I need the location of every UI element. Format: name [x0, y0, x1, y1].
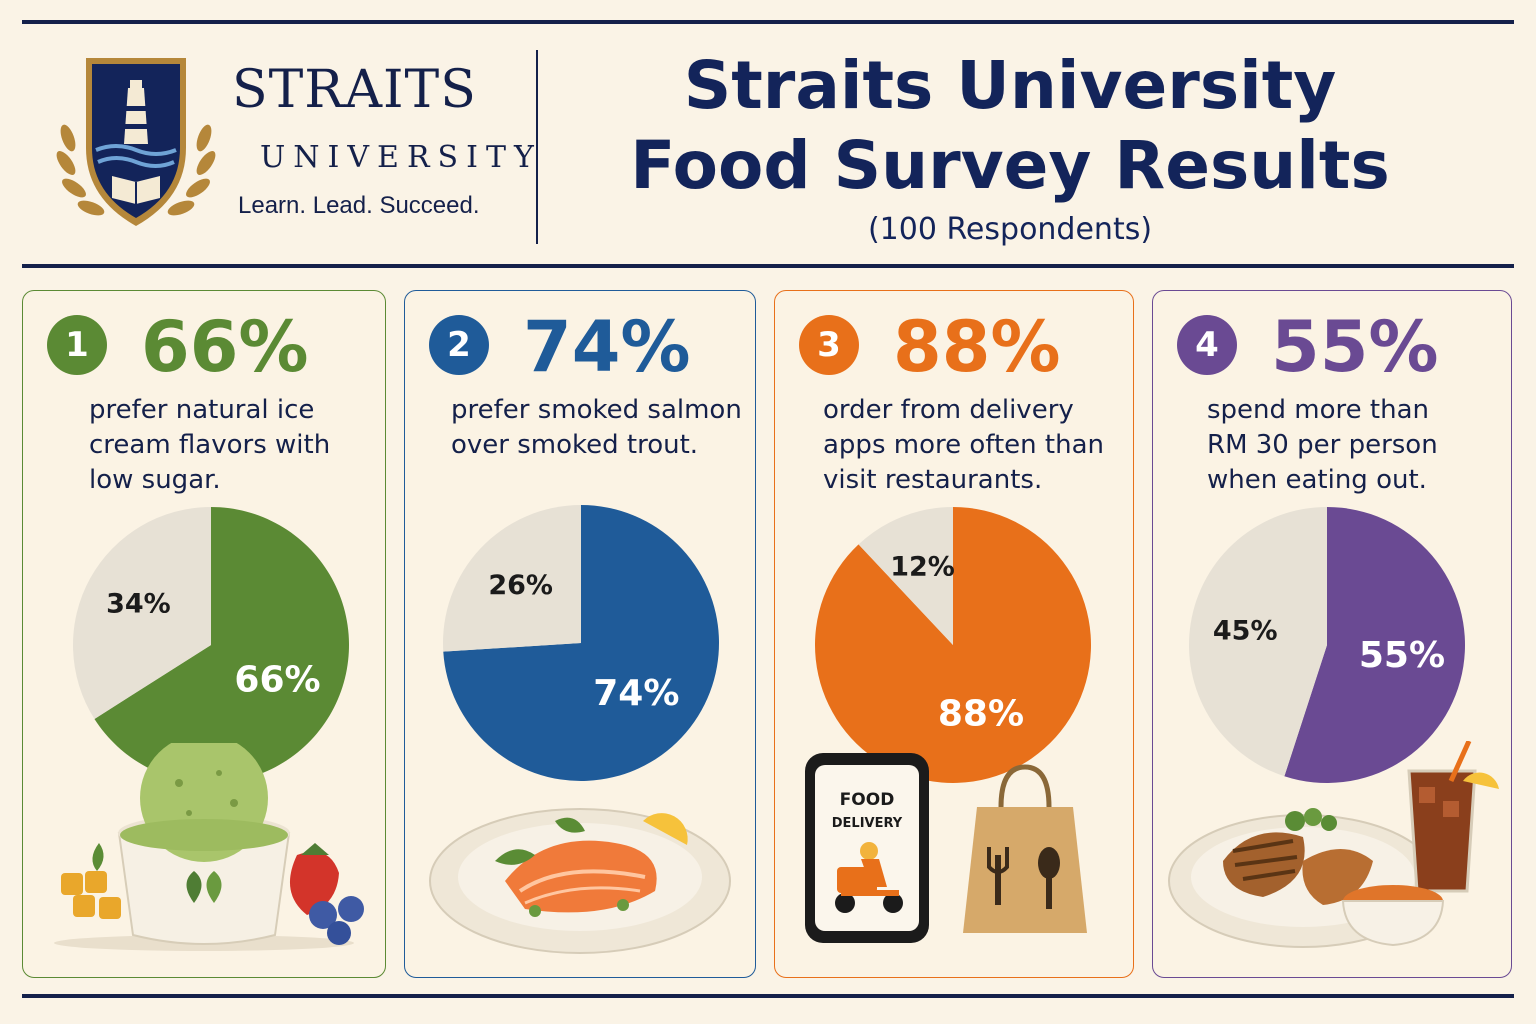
card-description-line: prefer natural ice: [89, 395, 315, 425]
card-description-line: cream flavors with: [89, 430, 331, 460]
scooter-icon: [835, 842, 903, 913]
card-headline-percent: 88%: [893, 306, 1061, 388]
stat-card-4: 4 55% spend more than RM 30 per person w…: [1152, 290, 1512, 978]
stat-card-1: 1 66% prefer natural ice cream flavors w…: [22, 290, 386, 978]
card-description: prefer natural ice cream flavors with lo…: [89, 393, 385, 498]
stat-card-2: 2 74% prefer smoked salmon over smoked t…: [404, 290, 756, 978]
card-number-badge: 3: [799, 315, 859, 375]
pie-slice: [1284, 507, 1465, 783]
page-title-line-2: Food Survey Results: [630, 127, 1390, 204]
brand-subtitle: UNIVERSITY: [260, 140, 542, 175]
open-book-icon: [112, 176, 160, 204]
middle-rule: [22, 264, 1514, 268]
university-crest-icon: [56, 58, 216, 226]
phone-delivery-text: DELIVERY: [832, 816, 903, 831]
pie-slice-label: 66%: [234, 660, 320, 701]
pie-slice: [443, 505, 581, 652]
page-subtitle: (100 Respondents): [867, 212, 1153, 247]
pie-slice: [443, 505, 719, 781]
card-description-line: spend more than: [1207, 395, 1429, 425]
delivery-illustration: FOOD DELIVERY: [805, 753, 1087, 943]
card-description-line: when eating out.: [1207, 465, 1427, 495]
card-headline-percent: 74%: [523, 306, 691, 388]
pie-chart: 66% 34%: [73, 507, 349, 783]
card-description-line: low sugar.: [89, 465, 221, 495]
card-description-line: over smoked trout.: [451, 430, 699, 460]
card-description-line: apps more often than: [823, 430, 1104, 460]
pie-chart: 74% 26%: [443, 505, 719, 781]
card-description-line: prefer smoked salmon: [451, 395, 742, 425]
title-block: Straits University Food Survey Results (…: [560, 46, 1460, 247]
pie-slice-label: 55%: [1359, 635, 1445, 676]
card-description-line: visit restaurants.: [823, 465, 1043, 495]
card-description: order from delivery apps more often than…: [823, 393, 1123, 498]
pie-chart: 88% 12%: [815, 507, 1091, 783]
card-headline-percent: 66%: [141, 306, 309, 388]
card-headline-percent: 55%: [1271, 306, 1439, 388]
pie-slice-label: 45%: [1213, 616, 1278, 647]
brand-tagline: Learn. Lead. Succeed.: [238, 192, 480, 219]
page-title-line-1: Straits University: [683, 47, 1337, 124]
card-number-badge: 2: [429, 315, 489, 375]
brand-name: STRAITS: [232, 60, 477, 120]
card-number-badge: 4: [1177, 315, 1237, 375]
top-rule: [22, 20, 1514, 24]
card-description: prefer smoked salmon over smoked trout.: [451, 393, 751, 463]
ice-cream-icon: [54, 743, 364, 951]
pie-slice: [858, 507, 953, 645]
card-description: spend more than RM 30 per person when ea…: [1207, 393, 1507, 498]
pie-slice-label: 74%: [593, 673, 679, 714]
pie-chart: 55% 45%: [1189, 507, 1465, 783]
pie-slice: [1189, 507, 1327, 777]
card-number-badge: 1: [47, 315, 107, 375]
pie-slice-label: 26%: [488, 570, 553, 601]
phone-food-text: FOOD: [840, 790, 895, 810]
card-description-line: order from delivery: [823, 395, 1074, 425]
grilled-meal-icon: [1168, 741, 1499, 948]
header-divider: [536, 50, 538, 244]
paper-bag-icon: [963, 764, 1087, 933]
stat-card-3: 3 88% order from delivery apps more ofte…: [774, 290, 1134, 978]
bottom-rule: [22, 994, 1514, 998]
pie-slice-label: 34%: [106, 589, 171, 620]
pie-slice: [73, 507, 211, 719]
lighthouse-icon: [124, 80, 148, 144]
pie-slice-label: 12%: [890, 552, 955, 583]
pie-slice: [94, 507, 349, 783]
card-description-line: RM 30 per person: [1207, 430, 1438, 460]
salmon-plate-icon: [429, 808, 731, 954]
iced-drink-icon: [1407, 741, 1499, 893]
pie-slice-label: 88%: [938, 694, 1024, 735]
